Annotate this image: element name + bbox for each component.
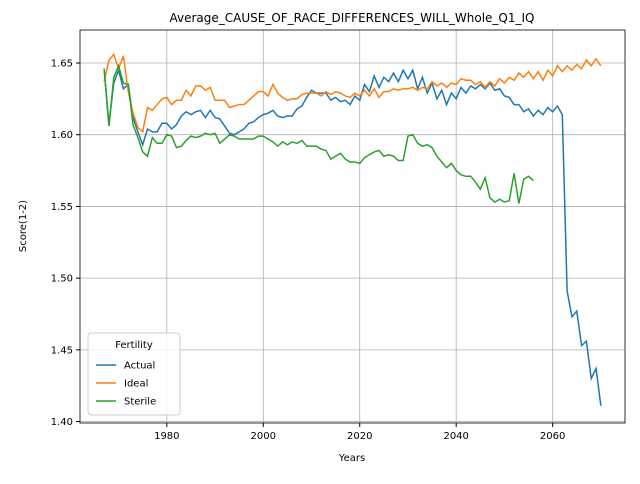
legend-box (87, 332, 181, 416)
axes-frame (79, 29, 626, 424)
series-line (103, 52, 602, 134)
series-line (103, 63, 534, 204)
y-axis-label: Score(1-2) (18, 200, 29, 252)
y-tick-label: 1.55 (51, 202, 73, 213)
x-tick-label: 2020 (347, 431, 372, 442)
y-tick-label: 1.65 (51, 58, 73, 69)
x-axis-label: Years (338, 453, 365, 464)
y-tick-label: 1.60 (51, 130, 73, 141)
x-tick-label: 2040 (443, 431, 468, 442)
x-tick-label: 1980 (154, 431, 179, 442)
series-line (103, 67, 602, 406)
y-tick-label: 1.50 (51, 274, 73, 285)
legend-label: Actual (124, 361, 155, 372)
y-tick-label: 1.40 (51, 417, 73, 428)
legend-label: Sterile (124, 397, 156, 408)
legend-title: Fertility (115, 340, 153, 351)
chart-title: Average_CAUSE_OF_RACE_DIFFERENCES_WILL_W… (169, 11, 534, 25)
x-tick-label: 2000 (251, 431, 276, 442)
y-tick-label: 1.45 (51, 345, 73, 356)
legend-label: Ideal (124, 379, 148, 390)
x-tick-label: 2060 (540, 431, 565, 442)
